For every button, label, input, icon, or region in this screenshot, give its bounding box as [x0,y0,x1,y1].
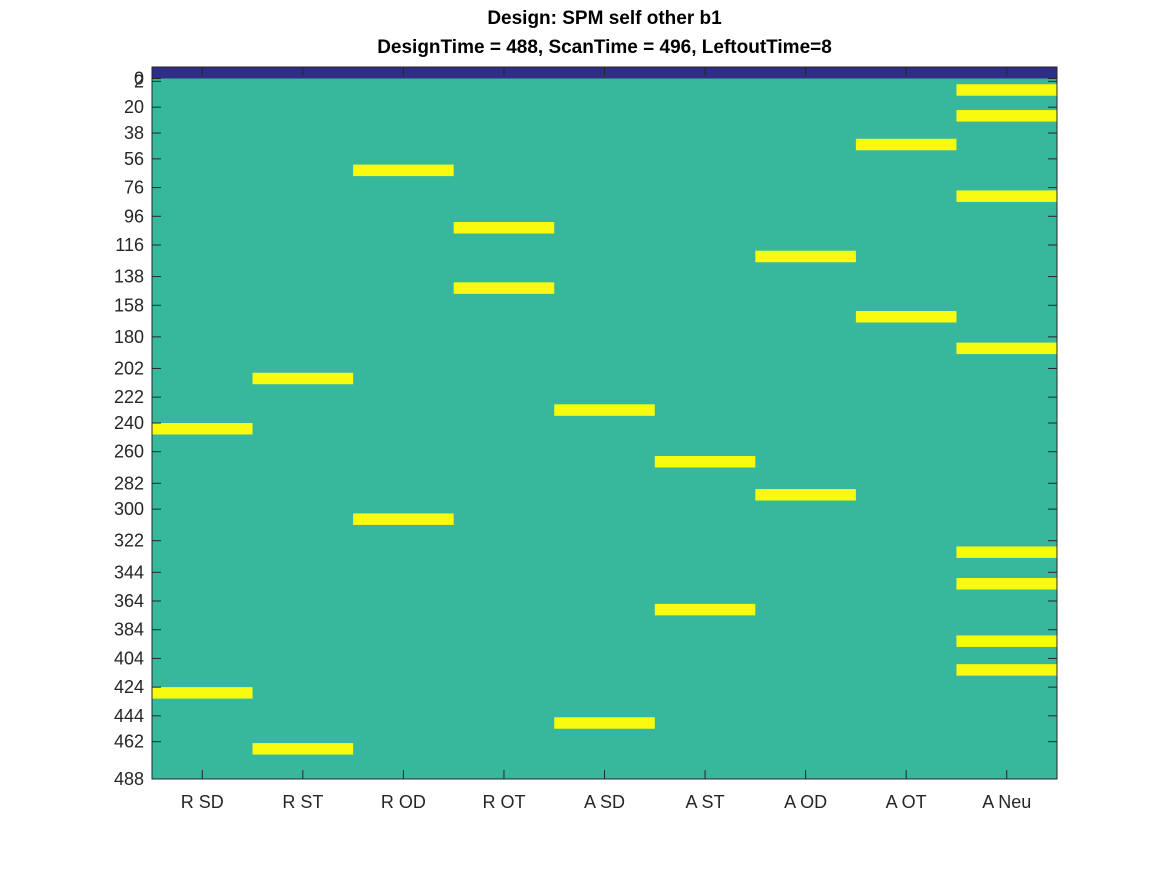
x-tick-label: R OD [381,792,426,812]
y-tick-label: 300 [114,499,144,519]
event-bar [956,110,1057,122]
event-bar [956,342,1057,355]
event-bar [654,603,756,616]
plot-area [152,67,1057,779]
event-bar [956,578,1057,590]
event-bar [956,84,1057,96]
event-bar [554,717,655,729]
chart-title: Design: SPM self other b1 [487,8,722,29]
event-bar [755,489,856,501]
y-tick-label: 488 [114,769,144,789]
event-bar [152,687,253,699]
y-tick-label: 180 [114,327,144,347]
y-tick-label: 462 [114,732,144,752]
y-tick-label: 384 [114,620,144,640]
y-tick-label: 76 [124,178,144,198]
x-tick-label: R OT [482,792,525,812]
y-tick-label: 424 [114,677,144,697]
event-bar [353,513,454,525]
event-bar [956,546,1057,558]
event-bar [755,250,856,263]
y-tick-label: 322 [114,531,144,551]
y-tick-label: 138 [114,267,144,287]
event-bar [855,138,957,151]
y-tick-label: 240 [114,413,144,433]
x-tick-label: A Neu [982,792,1031,812]
y-tick-label: 38 [124,123,144,143]
event-bar [453,222,555,234]
event-bar [956,664,1057,676]
y-tick-label: 282 [114,473,144,493]
event-bar [252,743,354,755]
y-tick-label: 364 [114,591,144,611]
y-tick-label: 202 [114,358,144,378]
event-bar [554,404,655,416]
y-tick-label: 56 [124,149,144,169]
event-bar [152,423,253,435]
chart-subtitle: DesignTime = 488, ScanTime = 496, Leftou… [377,37,832,58]
x-tick-label: A ST [686,792,725,812]
event-bar [956,190,1057,202]
x-tick-label: A OT [886,792,927,812]
event-bar [956,635,1057,647]
y-tick-label: 222 [114,387,144,407]
x-tick-label: A OD [784,792,827,812]
y-tick-label: 444 [114,706,144,726]
event-bar [654,456,756,468]
y-tick-label: 0 [134,68,144,88]
x-tick-label: A SD [584,792,625,812]
event-bar [252,372,354,385]
x-tick-label: R ST [282,792,323,812]
y-tick-label: 116 [115,235,144,255]
y-tick-label: 344 [114,562,144,582]
y-tick-label: 404 [114,648,144,668]
y-tick-label: 260 [114,442,144,462]
event-bar [453,282,555,294]
y-tick-label: 158 [114,295,144,315]
y-tick-label: 2 [134,71,144,91]
event-bar [855,311,957,323]
y-tick-label: 20 [124,97,144,117]
event-bar [353,164,454,177]
x-tick-label: R SD [181,792,224,812]
y-tick-label: 96 [124,206,144,226]
